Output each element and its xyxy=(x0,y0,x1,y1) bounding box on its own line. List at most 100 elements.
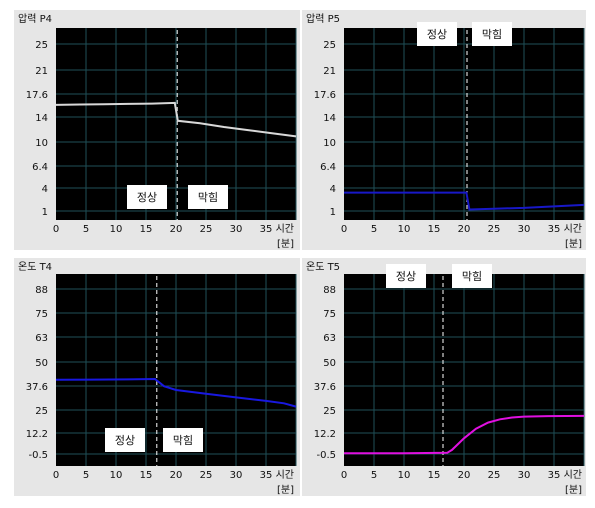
y-tick-label: 14 xyxy=(323,113,336,124)
x-tick-label: 15 xyxy=(428,224,441,235)
chart-title-p4: 압력 P4 xyxy=(18,12,52,25)
annotation-label: 정상 xyxy=(115,434,135,447)
annotation-label: 정상 xyxy=(396,270,416,283)
annotation-box xyxy=(127,185,167,209)
annotation-label: 정상 xyxy=(427,28,447,41)
x-tick-label: 30 xyxy=(518,224,531,235)
annotation-box xyxy=(472,22,512,46)
y-tick-label: 17.6 xyxy=(26,90,48,101)
series-line-p5 xyxy=(344,191,585,211)
y-tick-label: 10 xyxy=(323,138,336,149)
y-tick-label: 75 xyxy=(323,309,336,320)
y-tick-label: 75 xyxy=(35,309,48,320)
chart-panel-t5: 온도 T5 0 5 10 15 20 25 30 35 시간 [분] 88 75 63 50 37.6 25 12… xyxy=(302,258,586,496)
x-tick-label: 15 xyxy=(140,470,153,481)
chart-panel-p5: 압력 P5 0 5 10 15 20 25 30 35 시간 [분] 25 21 17.6 14 10 6.4 4… xyxy=(302,10,586,250)
x-tick-label: 0 xyxy=(53,470,59,481)
chart-title-t5: 온도 T5 xyxy=(306,261,340,273)
x-tick-label: 0 xyxy=(53,224,59,235)
y-tick-label: 21 xyxy=(35,66,48,77)
x-unit-label-t5: 시간 xyxy=(564,469,582,481)
x-tick-label: 35 xyxy=(548,470,561,481)
chart-title-t4: 온도 T4 xyxy=(18,261,52,273)
annotation-blocked-t4: 막힘 xyxy=(163,428,203,452)
x-tick-label: 35 xyxy=(260,470,273,481)
x-tick-label: 35 xyxy=(548,224,561,235)
x-tick-label: 5 xyxy=(371,224,377,235)
y-tick-label: 6.4 xyxy=(320,162,336,173)
annotation-label: 막힘 xyxy=(198,191,218,204)
annotation-blocked-p5: 막힘 xyxy=(472,22,512,46)
y-tick-label: 1 xyxy=(330,207,336,218)
chart-t5-svg: 온도 T5 0 5 10 15 20 25 30 35 시간 [분] 88 75 63 50 37.6 25 12… xyxy=(306,261,585,496)
x-tick-label: 5 xyxy=(83,470,89,481)
y-tick-label: 4 xyxy=(42,184,48,195)
annotation-box xyxy=(386,264,426,288)
y-tick-label: 37.6 xyxy=(26,382,48,393)
y-tick-label: 88 xyxy=(35,285,48,296)
x-tick-label: 10 xyxy=(398,470,411,481)
y-tick-label: 10 xyxy=(35,138,48,149)
y-tick-label: 17.6 xyxy=(314,90,336,101)
series-line-p4 xyxy=(55,101,297,138)
annotation-box xyxy=(417,22,457,46)
x-tick-label: 10 xyxy=(110,470,123,481)
chart-p4-svg: 압력 P4 0 5 10 15 20 25 30 35 시간 [분] 25 21 17.6 14 10 6.4 4… xyxy=(18,12,297,250)
series-line-t5 xyxy=(344,414,585,455)
y-tick-label: 50 xyxy=(35,358,48,369)
y-tick-label: 63 xyxy=(323,333,336,344)
y-tick-label: 37.6 xyxy=(314,382,336,393)
annotation-blocked-p4: 막힘 xyxy=(188,185,228,209)
y-tick-label: 63 xyxy=(35,333,48,344)
x-tick-label: 20 xyxy=(458,224,471,235)
annotation-label: 정상 xyxy=(137,191,157,204)
y-tick-label: 88 xyxy=(323,285,336,296)
y-tick-label: -0.5 xyxy=(316,450,336,461)
x-tick-label: 15 xyxy=(428,470,441,481)
x-tick-label: 25 xyxy=(488,224,501,235)
y-tick-label: 12.2 xyxy=(314,429,336,440)
x-tick-label: 0 xyxy=(341,224,347,235)
y-tick-label: 12.2 xyxy=(26,429,48,440)
x-tick-label: 10 xyxy=(398,224,411,235)
y-tick-label: 1 xyxy=(42,207,48,218)
x-axis-label-p4: [분] xyxy=(277,238,294,250)
x-tick-label: 25 xyxy=(200,224,213,235)
annotation-box xyxy=(188,185,228,209)
x-tick-label: 35 xyxy=(260,224,273,235)
y-tick-label: 6.4 xyxy=(32,162,48,173)
x-tick-label: 30 xyxy=(518,470,531,481)
x-tick-label: 5 xyxy=(83,224,89,235)
x-tick-label: 30 xyxy=(230,224,243,235)
x-unit-label-p4: 시간 xyxy=(276,223,294,235)
annotation-box xyxy=(163,428,203,452)
chart-panel-t4: 온도 T4 0 5 10 15 20 25 30 35 시간 [분] 88 75 63 50 37.6 25 12… xyxy=(14,258,300,496)
x-unit-label-t4: 시간 xyxy=(276,469,294,481)
y-tick-label: 25 xyxy=(35,406,48,417)
annotation-label: 막힘 xyxy=(173,434,193,447)
x-tick-label: 20 xyxy=(458,470,471,481)
x-axis-label-p5: [분] xyxy=(565,238,582,250)
annotation-box xyxy=(105,428,145,452)
annotation-normal-t5: 정상 xyxy=(386,264,426,288)
annotation-blocked-t5: 막힘 xyxy=(452,264,492,288)
y-tick-label: -0.5 xyxy=(28,450,48,461)
x-axis-label-t5: [분] xyxy=(565,484,582,496)
x-unit-label-p5: 시간 xyxy=(564,223,582,235)
x-tick-label: 0 xyxy=(341,470,347,481)
x-tick-label: 20 xyxy=(170,470,183,481)
chart-panel-p4: 압력 P4 0 5 10 15 20 25 30 35 시간 [분] 25 21 17.6 14 10 6.4 4… xyxy=(14,10,300,250)
annotation-label: 막힘 xyxy=(482,28,502,41)
y-tick-label: 50 xyxy=(323,358,336,369)
y-tick-label: 14 xyxy=(35,113,48,124)
annotation-normal-p5: 정상 xyxy=(417,22,457,46)
x-tick-label: 30 xyxy=(230,470,243,481)
annotation-box xyxy=(452,264,492,288)
x-tick-label: 5 xyxy=(371,470,377,481)
x-tick-label: 25 xyxy=(200,470,213,481)
y-tick-label: 25 xyxy=(323,40,336,51)
x-axis-label-t4: [분] xyxy=(277,484,294,496)
chart-p5-svg: 압력 P5 0 5 10 15 20 25 30 35 시간 [분] 25 21 17.6 14 10 6.4 4… xyxy=(306,12,585,250)
y-tick-label: 21 xyxy=(323,66,336,77)
x-tick-label: 20 xyxy=(170,224,183,235)
